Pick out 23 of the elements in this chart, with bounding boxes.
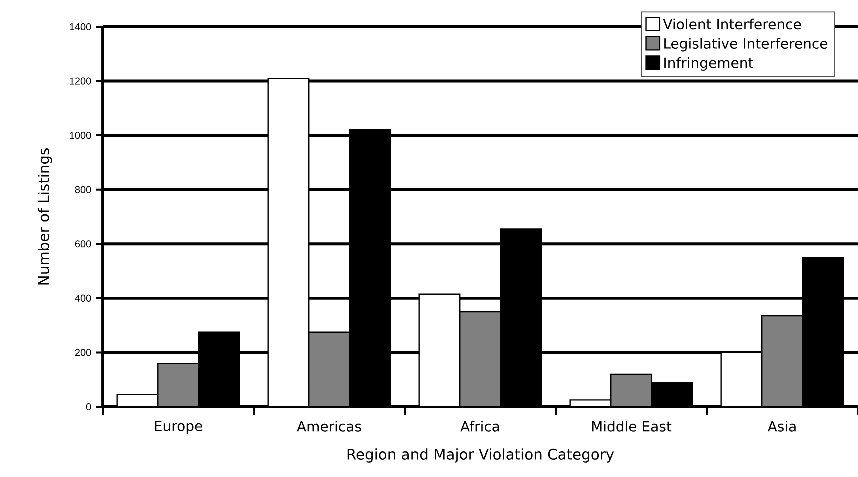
x-tick-label: Middle East <box>592 421 672 432</box>
y-tick-label: 200 <box>75 349 92 356</box>
legend-label: Legislative Interference <box>664 38 828 52</box>
y-tick-label: 400 <box>75 294 92 302</box>
bar <box>610 374 652 407</box>
y-tick-label: 600 <box>75 240 92 248</box>
x-axis-title: Region and Major Violation Category <box>348 448 614 463</box>
bar <box>308 332 350 407</box>
y-tick-label: 1400 <box>70 23 92 31</box>
x-tick-label: Europe <box>155 421 202 434</box>
y-axis-title: Number of Listings <box>38 148 52 285</box>
y-tick-label: 1000 <box>70 132 92 140</box>
y-tick-label: 800 <box>75 186 92 194</box>
x-tick-label: Asia <box>768 421 796 432</box>
x-tick-label: Americas <box>297 421 362 432</box>
x-tick-label: Africa <box>460 421 500 432</box>
bar <box>762 315 804 407</box>
legend-label: Infringement <box>664 57 754 72</box>
legend-label: Violent Interference <box>663 18 802 30</box>
bar <box>158 362 200 407</box>
bar <box>460 311 502 407</box>
y-tick-label: 1200 <box>70 78 92 85</box>
y-tick-label: 0 <box>86 403 92 411</box>
